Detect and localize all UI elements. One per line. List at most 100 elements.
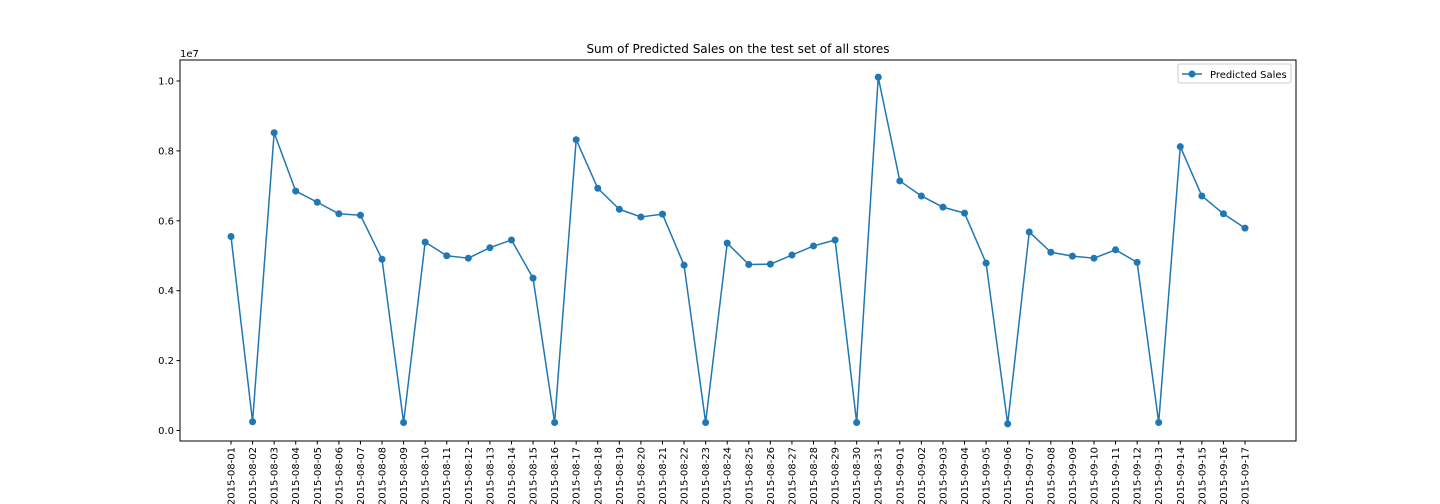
data-point xyxy=(356,211,364,219)
data-point xyxy=(551,418,559,426)
y-axis-offset-label: 1e7 xyxy=(180,49,199,60)
x-tick-label: 2015-08-31 xyxy=(874,447,885,504)
x-tick-label: 2015-09-12 xyxy=(1133,447,1144,504)
x-tick-label: 2015-09-15 xyxy=(1197,447,1208,504)
x-tick-label: 2015-09-05 xyxy=(982,447,993,504)
x-tick-label: 2015-08-24 xyxy=(723,447,734,504)
legend-marker-swatch xyxy=(1188,70,1196,78)
data-point xyxy=(270,129,278,137)
x-tick-label: 2015-08-15 xyxy=(529,447,540,504)
data-point xyxy=(917,192,925,200)
series-line xyxy=(230,76,1246,425)
x-tick-label: 2015-08-29 xyxy=(831,447,842,504)
legend: Predicted Sales xyxy=(1177,63,1292,84)
data-point xyxy=(615,205,623,213)
data-point xyxy=(723,239,731,247)
data-point xyxy=(529,274,537,282)
data-point xyxy=(658,210,666,218)
data-point xyxy=(594,184,602,192)
legend-box xyxy=(1177,63,1292,84)
data-point xyxy=(1219,210,1227,218)
x-tick-label: 2015-09-07 xyxy=(1025,447,1036,504)
data-point xyxy=(874,73,882,81)
data-point xyxy=(1198,192,1206,200)
data-point xyxy=(486,244,494,252)
y-tick-label: 0.6 xyxy=(158,216,174,227)
data-point xyxy=(507,236,515,244)
x-tick-label: 2015-09-01 xyxy=(895,447,906,504)
x-tick-label: 2015-08-07 xyxy=(356,447,367,504)
x-tick-label: 2015-08-30 xyxy=(852,447,863,504)
x-tick-label: 2015-09-04 xyxy=(960,447,971,504)
data-point xyxy=(335,210,343,218)
data-point xyxy=(378,255,386,263)
data-point xyxy=(1155,418,1163,426)
x-tick-label: 2015-08-02 xyxy=(248,447,259,504)
data-point xyxy=(831,236,839,244)
x-tick-label: 2015-08-10 xyxy=(421,447,432,504)
data-point xyxy=(702,418,710,426)
axes-frame xyxy=(179,59,1297,442)
x-tick-label: 2015-08-12 xyxy=(464,447,475,504)
data-point xyxy=(227,233,235,241)
x-tick-label: 2015-08-28 xyxy=(809,447,820,504)
x-tick-label: 2015-09-16 xyxy=(1219,447,1230,504)
x-tick-label: 2015-09-11 xyxy=(1111,447,1122,504)
data-point xyxy=(1004,420,1012,428)
data-point xyxy=(637,213,645,221)
x-tick-label: 2015-08-03 xyxy=(270,447,281,504)
data-point xyxy=(1241,224,1249,232)
y-tick-label: 0.8 xyxy=(158,146,174,157)
data-point xyxy=(400,418,408,426)
x-tick-label: 2015-08-14 xyxy=(507,447,518,504)
data-point xyxy=(853,418,861,426)
y-tick-label: 0.2 xyxy=(158,356,174,367)
data-point xyxy=(961,209,969,217)
data-point xyxy=(1176,143,1184,151)
x-tick-label: 2015-08-27 xyxy=(787,447,798,504)
data-point xyxy=(1068,252,1076,260)
data-point xyxy=(896,177,904,185)
data-point xyxy=(249,418,257,426)
data-point xyxy=(766,260,774,268)
x-tick-label: 2015-08-08 xyxy=(378,447,389,504)
data-point xyxy=(1047,248,1055,256)
x-tick-label: 2015-08-06 xyxy=(334,447,345,504)
x-tick-label: 2015-08-16 xyxy=(550,447,561,504)
x-tick-label: 2015-09-17 xyxy=(1241,447,1252,504)
x-tick-label: 2015-08-25 xyxy=(744,447,755,504)
x-tick-label: 2015-09-10 xyxy=(1089,447,1100,504)
data-point xyxy=(443,252,451,260)
data-point xyxy=(1090,254,1098,262)
x-tick-label: 2015-08-20 xyxy=(636,447,647,504)
data-point xyxy=(1025,228,1033,236)
chart-title: Sum of Predicted Sales on the test set o… xyxy=(586,42,889,56)
x-tick-label: 2015-09-08 xyxy=(1046,447,1057,504)
data-point xyxy=(680,261,688,269)
x-tick-label: 2015-09-14 xyxy=(1176,447,1187,504)
data-point xyxy=(292,187,300,195)
x-tick-label: 2015-08-13 xyxy=(485,447,496,504)
data-point xyxy=(982,259,990,267)
data-point xyxy=(788,251,796,259)
data-point xyxy=(745,260,753,268)
data-point xyxy=(313,198,321,206)
x-tick-label: 2015-08-18 xyxy=(593,447,604,504)
plot-area: 0.0 0.2 0.4 0.6 0.8 1.0 2015-08-01 2015-08-02 20… xyxy=(158,73,1252,504)
x-tick-label: 2015-09-03 xyxy=(938,447,949,504)
y-tick-label: 0.0 xyxy=(158,426,174,437)
x-tick-label: 2015-08-22 xyxy=(680,447,691,504)
x-tick-label: 2015-08-23 xyxy=(701,447,712,504)
data-point xyxy=(464,254,472,262)
y-tick-label: 1.0 xyxy=(158,76,174,87)
data-point xyxy=(1133,258,1141,266)
x-tick-label: 2015-08-04 xyxy=(291,447,302,504)
x-tick-label: 2015-08-19 xyxy=(615,447,626,504)
x-tick-label: 2015-09-02 xyxy=(917,447,928,504)
legend-label-predicted-sales: Predicted Sales xyxy=(1210,70,1287,81)
x-tick-label: 2015-08-26 xyxy=(766,447,777,504)
data-point xyxy=(939,203,947,211)
x-tick-label: 2015-08-21 xyxy=(658,447,669,504)
x-tick-label: 2015-09-09 xyxy=(1068,447,1079,504)
